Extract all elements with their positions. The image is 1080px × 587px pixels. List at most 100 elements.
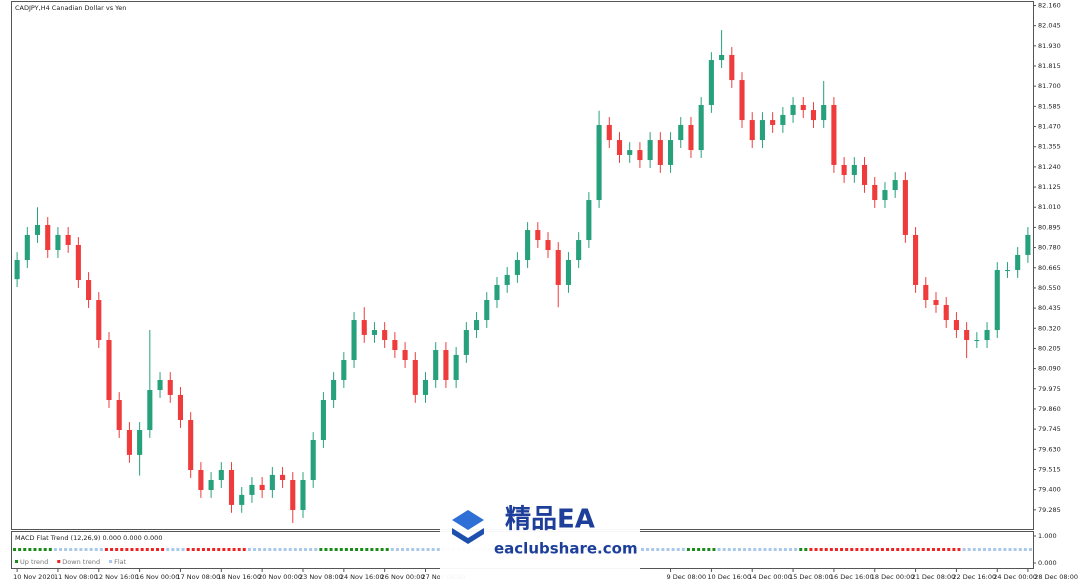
trend-dot	[207, 548, 211, 551]
trend-dot	[942, 548, 946, 551]
candle-body	[137, 430, 143, 455]
trend-dot	[850, 548, 854, 551]
trend-dot	[855, 548, 859, 551]
trend-dot	[906, 548, 910, 551]
candle-body	[851, 164, 857, 175]
watermark-logo	[452, 510, 484, 544]
x-tick-label: 11 Nov 08:00	[54, 573, 98, 581]
trend-dot	[355, 548, 359, 551]
candle-body	[474, 320, 480, 331]
trend-dot	[237, 548, 241, 551]
watermark-backdrop	[440, 498, 640, 587]
x-tick-label: 17 Nov 08:00	[176, 573, 220, 581]
trend-dot	[135, 548, 139, 551]
x-tick-label: 10 Dec 16:00	[707, 573, 751, 581]
y-tick-label: 80.665	[1038, 264, 1061, 272]
candle-body	[555, 250, 561, 285]
x-tick-label: 23 Nov 08:00	[299, 573, 343, 581]
candle-body	[392, 340, 398, 351]
trend-dot	[1028, 548, 1032, 551]
trend-dot	[120, 548, 124, 551]
trend-dot	[712, 548, 716, 551]
candle-body	[75, 244, 81, 281]
candle-body	[331, 380, 337, 401]
trend-dot	[727, 548, 731, 551]
candle-body	[1025, 234, 1031, 255]
trend-dot	[104, 548, 108, 551]
candle-body	[841, 164, 847, 175]
x-tick-label: 16 Nov 00:00	[136, 573, 180, 581]
trend-dot	[309, 548, 313, 551]
trend-dot	[191, 548, 195, 551]
y-tick-label: 81.470	[1038, 123, 1061, 131]
trend-dot	[130, 548, 134, 551]
trend-dot	[43, 548, 47, 551]
candle-body	[667, 140, 674, 165]
candle-body	[637, 150, 643, 161]
trend-dot	[1018, 548, 1022, 551]
candle-body	[872, 184, 878, 201]
chart-title: CADJPY,H4 Canadian Dollar vs Yen	[15, 4, 126, 12]
trend-dot	[334, 548, 338, 551]
trend-dot	[758, 548, 762, 551]
candle-body	[177, 394, 184, 421]
y-tick-label: 81.240	[1038, 163, 1061, 171]
trend-dot	[640, 548, 644, 551]
y-tick-label: 81.700	[1038, 82, 1061, 90]
y-tick-label: 79.630	[1038, 445, 1061, 453]
trend-dot	[1023, 548, 1027, 551]
trend-dot	[181, 548, 185, 551]
legend-swatch	[109, 560, 113, 563]
y-tick-label: 79.975	[1038, 385, 1061, 393]
trend-dot	[773, 548, 777, 551]
candle-body	[24, 234, 30, 261]
trend-dot	[324, 548, 328, 551]
candle-body	[208, 480, 214, 491]
trend-dot	[28, 548, 32, 551]
trend-dot	[406, 548, 410, 551]
trend-dot	[99, 548, 103, 551]
candle-body	[964, 330, 970, 341]
trend-dot	[896, 548, 900, 551]
candle-body	[810, 110, 817, 121]
candle-body	[688, 124, 694, 151]
trend-dot	[150, 548, 154, 551]
candle-body	[708, 60, 714, 105]
candle-body	[259, 484, 265, 491]
y-tick-label: 79.860	[1038, 405, 1061, 413]
y-tick-label: 80.895	[1038, 223, 1061, 231]
trend-dot	[824, 548, 828, 551]
trend-dot	[252, 548, 256, 551]
candle-body	[933, 300, 939, 305]
trend-dot	[217, 548, 221, 551]
candle-body	[616, 140, 623, 155]
trend-dot	[329, 548, 333, 551]
trend-dot	[962, 548, 966, 551]
trend-dot	[993, 548, 997, 551]
trend-dot	[145, 548, 149, 551]
trend-dot	[18, 548, 22, 551]
trend-dot	[196, 548, 200, 551]
trend-dot	[656, 548, 660, 551]
trend-dot	[79, 548, 83, 551]
candle-body	[106, 340, 112, 401]
trend-dot	[1003, 548, 1007, 551]
trend-dot	[222, 548, 226, 551]
candle-body	[433, 350, 439, 381]
trend-dot	[783, 548, 787, 551]
trend-dot	[834, 548, 838, 551]
trend-dot	[998, 548, 1002, 551]
trend-dot	[921, 548, 925, 551]
candle-body	[300, 480, 306, 511]
trend-dot	[967, 548, 971, 551]
trend-dot	[94, 548, 98, 551]
trend-dot	[176, 548, 180, 551]
y-tick-label: 81.125	[1038, 183, 1061, 191]
candle-body	[34, 224, 41, 235]
trend-dot	[380, 548, 384, 551]
watermark: 精品EA eaclubshare.com	[440, 498, 640, 587]
trend-dot	[886, 548, 890, 551]
x-tick-label: 14 Dec 00:00	[748, 573, 792, 581]
x-tick-label: 24 Dec 00:00	[993, 573, 1037, 581]
y-tick-label: 79.285	[1038, 506, 1061, 514]
